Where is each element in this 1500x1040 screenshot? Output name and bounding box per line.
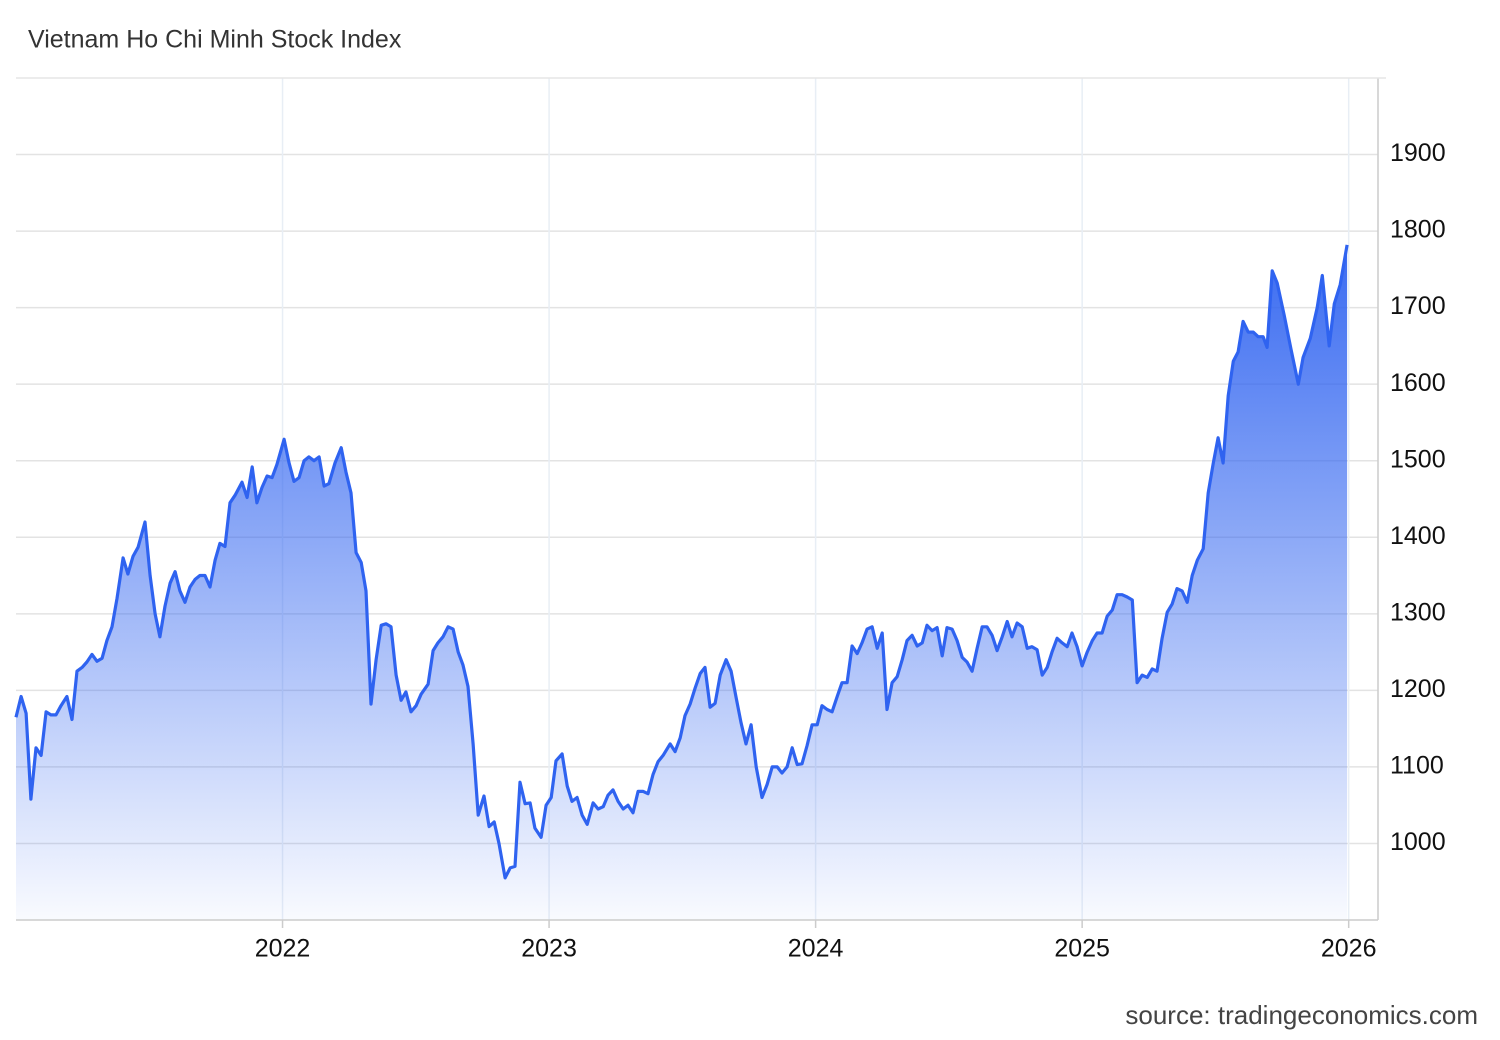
y-tick-label: 1700 [1390,292,1446,320]
x-tick-label: 2025 [1054,935,1110,963]
x-tick-label: 2023 [521,935,577,963]
chart-title: Vietnam Ho Chi Minh Stock Index [28,26,402,54]
x-tick-label: 2026 [1321,935,1377,963]
source: source: tradingeconomics.com [1125,1000,1478,1030]
plot [14,244,1349,920]
y-tick-label: 1600 [1390,369,1446,397]
y-tick-label: 1000 [1390,828,1446,856]
y-tick-label: 1900 [1390,139,1446,167]
labels: 1000 1100 1200 1300 1400 1500 1600 1700 1800 1900… [255,139,1446,962]
area-fill [16,244,1348,920]
y-tick-label: 1500 [1390,445,1446,473]
price-line [14,244,1349,880]
y-tick-label: 1200 [1390,675,1446,703]
y-tick-label: 1100 [1390,752,1444,780]
y-tick-label: 1800 [1390,216,1446,244]
x-tick-label: 2024 [788,935,844,963]
y-tick-label: 1400 [1390,522,1446,550]
x-tick-label: 2022 [255,935,311,963]
y-tick-label: 1300 [1390,598,1446,626]
